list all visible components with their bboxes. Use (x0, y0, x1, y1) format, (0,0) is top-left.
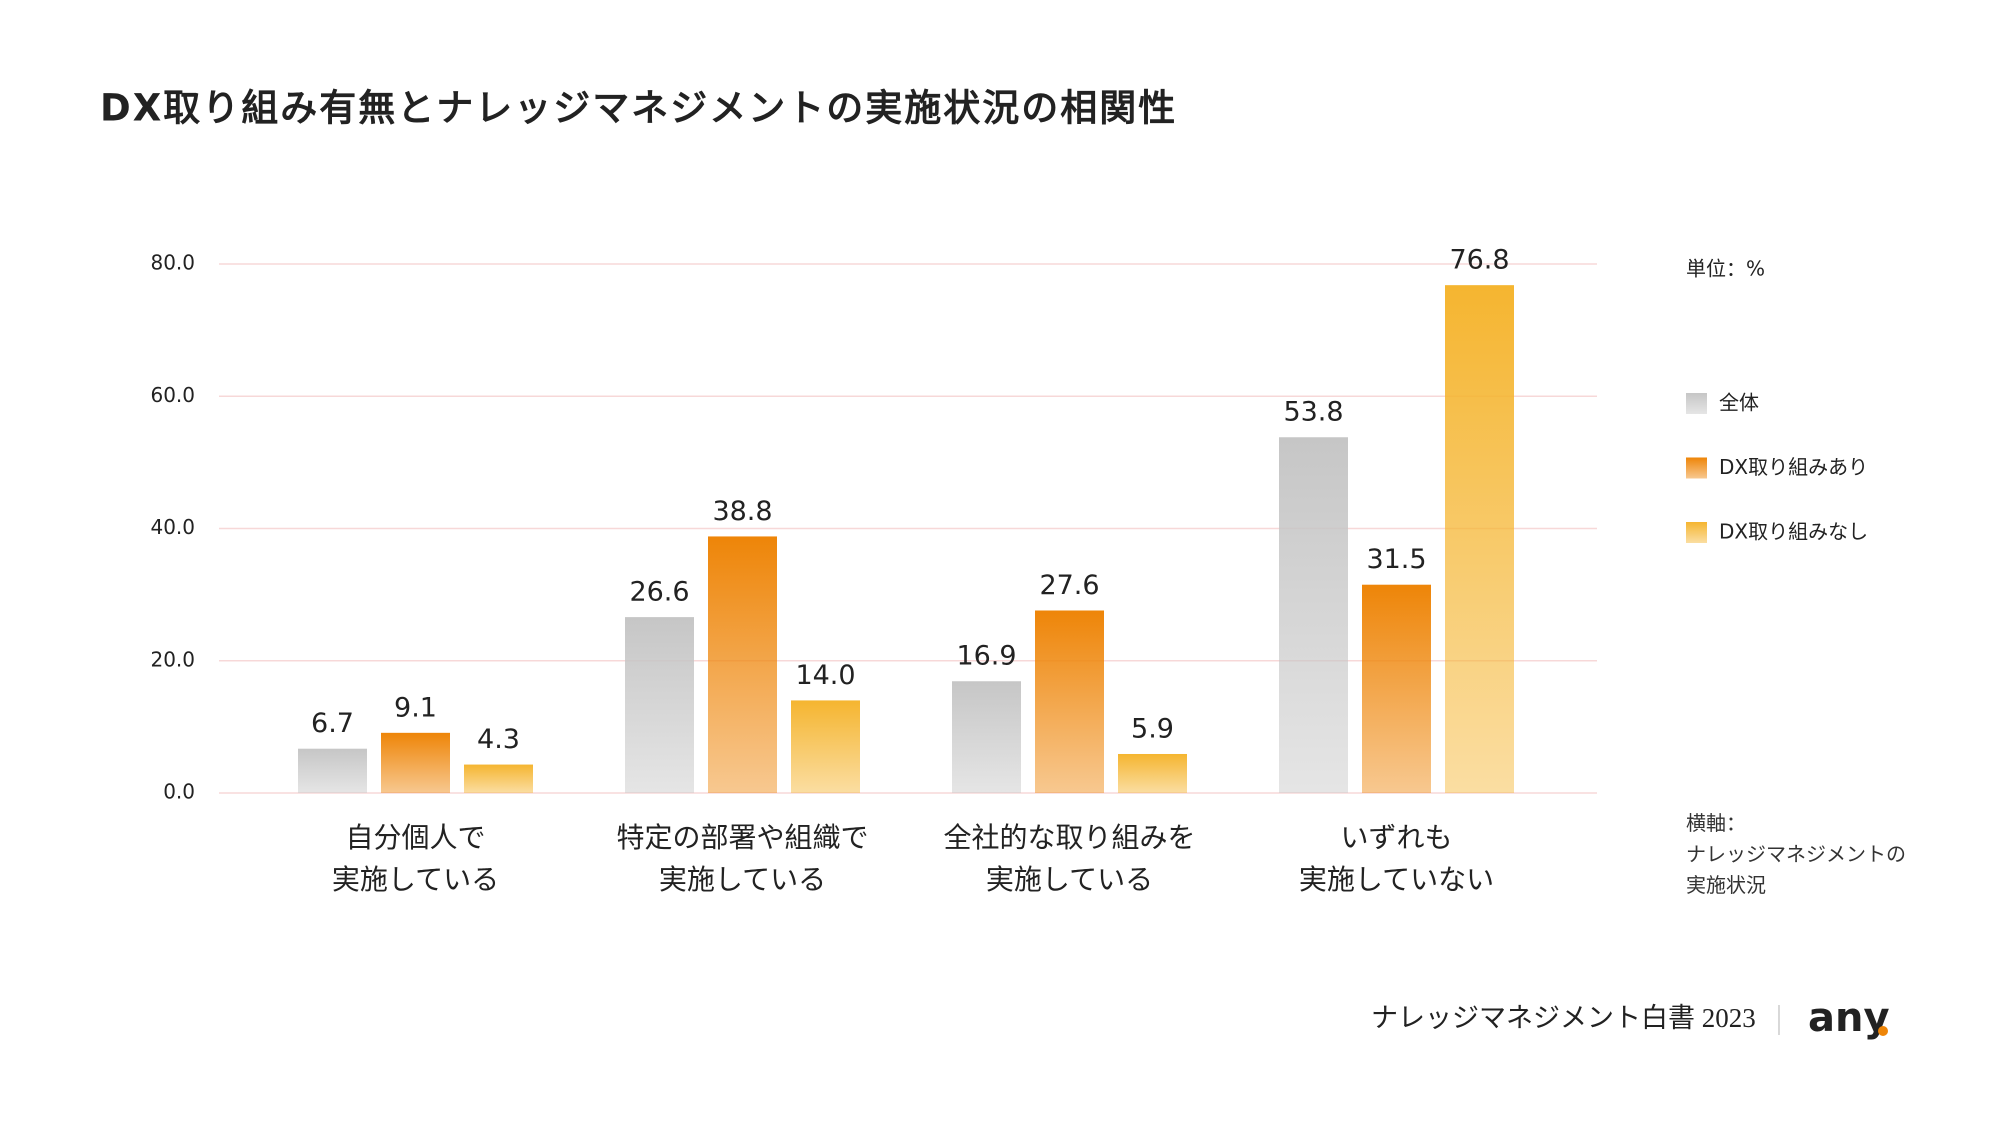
value-label: 38.8 (712, 496, 772, 527)
legend-label: 全体 (1719, 391, 1759, 415)
value-label: 26.6 (629, 577, 689, 608)
bar (1362, 584, 1431, 793)
y-tick-label: 60.0 (150, 383, 195, 407)
bar (1445, 285, 1514, 793)
y-tick-label: 80.0 (150, 251, 195, 275)
bar (381, 732, 450, 793)
value-label: 76.8 (1449, 245, 1509, 276)
logo-dot (1878, 1026, 1888, 1036)
value-label: 16.9 (956, 641, 1016, 672)
legend-swatch (1686, 457, 1707, 479)
value-label: 5.9 (1131, 713, 1174, 744)
unit-note: 単位：% (1686, 257, 1765, 281)
bar (625, 617, 694, 793)
legend-swatch (1686, 393, 1707, 414)
legend-swatch (1686, 522, 1707, 543)
value-label: 31.5 (1366, 544, 1426, 575)
bar (1035, 610, 1104, 793)
bar (708, 536, 777, 793)
bar (464, 764, 533, 793)
bar (1118, 753, 1187, 793)
x-axis-note: 横軸： ナレッジマネジメントの 実施状況 (1686, 811, 1906, 897)
y-tick-label: 40.0 (150, 515, 195, 539)
value-label: 14.0 (795, 660, 855, 691)
footer: ナレッジマネジメント白書 2023 (1371, 1003, 1756, 1033)
value-label: 53.8 (1283, 397, 1343, 428)
chart-title: DX取り組み有無とナレッジマネジメントの実施状況の相関性 (100, 87, 1177, 130)
x-tick-label: 自分個人で 実施している (331, 821, 500, 896)
bar (952, 681, 1021, 793)
value-label: 4.3 (477, 724, 520, 755)
x-tick-label: 全社的な取り組みを 実施している (943, 821, 1196, 896)
x-tick-label: いずれも 実施していない (1298, 821, 1495, 896)
y-tick-label: 20.0 (150, 647, 195, 671)
value-label: 27.6 (1039, 570, 1099, 601)
legend-label: DX取り組みあり (1719, 455, 1868, 479)
value-label: 9.1 (394, 692, 437, 723)
bar (791, 700, 860, 793)
x-tick-label: 特定の部署や組織で 実施している (616, 821, 869, 896)
logo: any (1808, 995, 1890, 1041)
bar (1279, 437, 1348, 793)
bar (298, 748, 367, 793)
y-tick-label: 0.0 (163, 780, 195, 804)
legend-label: DX取り組みなし (1719, 520, 1868, 544)
value-label: 6.7 (311, 708, 354, 739)
